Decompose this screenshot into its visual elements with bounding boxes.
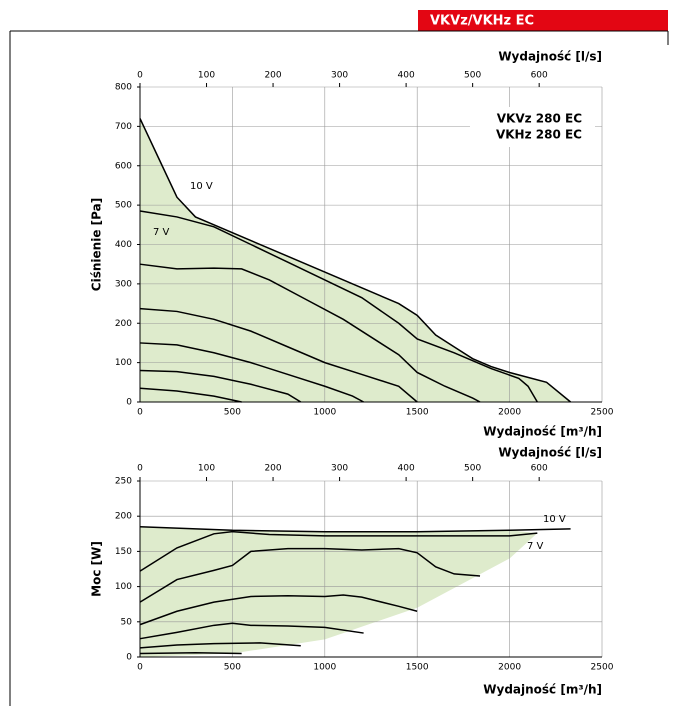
shaded-region — [140, 526, 538, 657]
y-tick-label: 500 — [115, 201, 132, 211]
y-tick-label: 200 — [115, 319, 132, 329]
x2-axis-title: Wydajność [l/s] — [498, 446, 602, 460]
x2-tick-label: 600 — [531, 71, 548, 81]
x-tick-label: 1000 — [313, 663, 336, 673]
curve — [139, 547, 481, 603]
y-tick-label: 100 — [115, 358, 132, 368]
y-tick-label: 800 — [115, 83, 132, 93]
curve — [139, 342, 364, 403]
curve — [139, 652, 242, 655]
x2-tick-label: 100 — [198, 464, 215, 474]
curve — [139, 210, 538, 403]
x2-tick-label: 400 — [398, 464, 415, 474]
x2-tick-label: 200 — [264, 71, 281, 81]
x2-tick-label: 300 — [331, 464, 348, 474]
curve — [139, 263, 481, 403]
y-tick-label: 50 — [121, 617, 133, 627]
y-tick-label: 0 — [126, 653, 132, 663]
x2-tick-label: 0 — [137, 464, 143, 474]
y-tick-label: 400 — [115, 240, 132, 250]
x2-tick-label: 500 — [464, 71, 481, 81]
x2-tick-label: 200 — [264, 464, 281, 474]
x-tick-label: 2500 — [591, 663, 614, 673]
y-axis-title: Moc [W] — [90, 541, 104, 597]
y-tick-label: 600 — [115, 161, 132, 171]
x-tick-label: 1000 — [313, 408, 336, 418]
x-tick-label: 1500 — [406, 408, 429, 418]
chart-title: VKHz 280 EC — [496, 128, 582, 142]
x2-tick-label: 0 — [137, 71, 143, 81]
x-axis-title: Wydajność [m³/h] — [483, 683, 602, 697]
x2-tick-label: 600 — [531, 464, 548, 474]
x2-axis-title: Wydajność [l/s] — [498, 50, 602, 64]
y-tick-label: 150 — [115, 547, 132, 557]
y-axis-title: Ciśnienie [Pa] — [90, 198, 104, 291]
header-bar — [418, 10, 668, 31]
curve — [139, 622, 364, 640]
curve — [139, 642, 301, 649]
x-tick-label: 1500 — [406, 663, 429, 673]
x-axis-title: Wydajność [m³/h] — [483, 425, 602, 439]
y-tick-label: 300 — [115, 279, 132, 289]
curve — [139, 307, 418, 403]
curve-label: 7 V — [153, 227, 170, 238]
x-tick-label: 0 — [137, 663, 143, 673]
x-tick-label: 2000 — [498, 408, 521, 418]
curve — [139, 118, 572, 403]
shaded-region — [140, 118, 571, 402]
chart-title: VKVz 280 EC — [497, 112, 582, 126]
x-tick-label: 0 — [137, 408, 143, 418]
curve — [139, 387, 242, 403]
curve-label: 7 V — [527, 541, 544, 552]
curve — [139, 594, 418, 626]
y-tick-label: 100 — [115, 582, 132, 592]
x-tick-label: 2000 — [498, 663, 521, 673]
x2-tick-label: 300 — [331, 71, 348, 81]
curve — [139, 530, 538, 572]
y-tick-label: 0 — [126, 398, 132, 408]
title-box — [470, 107, 595, 147]
header-title: VKVz/VKHz EC — [430, 14, 534, 29]
y-tick-label: 700 — [115, 122, 132, 132]
curve — [139, 526, 571, 533]
y-tick-label: 200 — [115, 512, 132, 522]
curve-label: 10 V — [543, 514, 566, 525]
y-tick-label: 250 — [115, 477, 132, 487]
x-tick-label: 500 — [224, 408, 241, 418]
curve-label: 10 V — [190, 181, 213, 192]
x-tick-label: 2500 — [591, 408, 614, 418]
x2-tick-label: 400 — [398, 71, 415, 81]
x-tick-label: 500 — [224, 663, 241, 673]
curve — [139, 369, 302, 403]
x2-tick-label: 100 — [198, 71, 215, 81]
x2-tick-label: 500 — [464, 464, 481, 474]
